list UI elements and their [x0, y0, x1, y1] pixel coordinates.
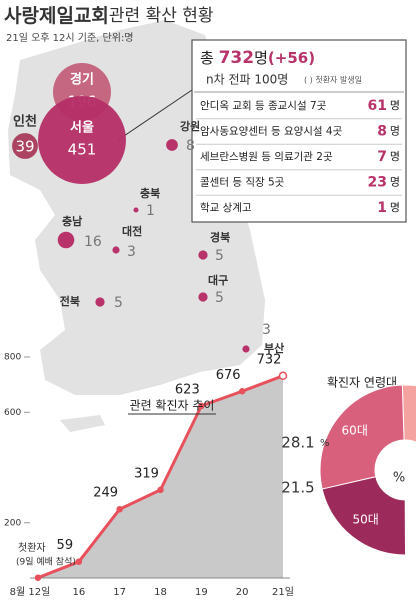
segment-unit: %	[320, 438, 330, 449]
point	[278, 371, 288, 381]
region-name: 강원	[180, 119, 200, 133]
point	[238, 388, 246, 395]
row-unit: 명	[390, 150, 400, 163]
row-label: 학교 상계고	[200, 202, 252, 214]
map-jeju	[60, 415, 105, 432]
segment-value: 28.1	[281, 434, 314, 452]
point	[157, 486, 164, 494]
region-name: 대전	[122, 224, 142, 238]
value-label: 59	[57, 538, 74, 553]
region-name: 경북	[210, 230, 230, 244]
transmission: n차 전파 100명	[206, 73, 288, 87]
region-value: 5	[215, 290, 224, 306]
x-tick-label: 21일	[272, 586, 294, 598]
title: 사랑제일교회관련 확산 현황	[4, 5, 214, 27]
note: ( ) 첫환자 발생일	[304, 75, 362, 85]
summary-box	[191, 39, 407, 223]
y-tick-label: 200	[4, 518, 21, 528]
region-value: 5	[114, 295, 123, 311]
annotation: (9일 예배 참석)	[16, 557, 76, 568]
region-value: 16	[84, 234, 102, 250]
x-tick-label: 20	[236, 587, 249, 598]
annotation: 첫환자	[18, 542, 46, 554]
region-name: 서울	[70, 120, 94, 136]
summary-total: 총 732명(+56)	[200, 48, 315, 68]
value-label: 623	[175, 382, 200, 397]
area	[38, 375, 283, 578]
region-value: 8	[186, 138, 195, 154]
row-label: 콜센터 등 직장 5곳	[200, 177, 285, 189]
row-unit: 명	[390, 125, 400, 138]
region-bubble	[198, 292, 208, 302]
row-unit: 명	[390, 99, 400, 112]
leader-line	[117, 89, 193, 141]
segment-label: 60대	[342, 424, 368, 438]
region-name: 전북	[60, 294, 80, 308]
row-unit: 명	[390, 176, 400, 189]
region-value: 1	[146, 203, 155, 219]
point	[75, 558, 83, 565]
row-unit: 명	[390, 201, 400, 214]
region-bubble	[198, 250, 208, 260]
row-label: 암사동요양센터 등 요양시설 4곳	[200, 126, 343, 138]
center-unit: %	[393, 471, 405, 486]
y-tick-label: 800	[4, 353, 21, 363]
region-value: 5	[215, 248, 224, 264]
point	[34, 574, 42, 581]
y-tick-label: 600	[4, 408, 21, 418]
segment-label: 50대	[352, 512, 378, 526]
subtitle: 21일 오후 12시 기준, 단위:명	[6, 31, 134, 44]
region-value: 39	[15, 138, 34, 156]
region-value: 3	[127, 244, 136, 260]
region-name: 인천	[13, 114, 37, 130]
region-bubble	[166, 139, 178, 151]
region-value: 451	[68, 141, 97, 159]
region-bubble	[133, 207, 139, 213]
region-name: 충북	[140, 186, 160, 200]
region-name: 경기	[70, 72, 94, 88]
value-label: 732	[257, 352, 282, 367]
region-bubble	[95, 297, 105, 307]
x-tick-label: 17	[113, 587, 126, 598]
row-label: 안디옥 교회 등 종교시설 7곳	[200, 100, 327, 112]
region-bubble	[112, 246, 120, 254]
row-value: 61	[368, 98, 387, 114]
row-value: 1	[377, 200, 387, 216]
x-tick-label: 8월 12일	[10, 586, 51, 598]
row-value: 23	[368, 175, 387, 191]
row-value: 8	[377, 124, 387, 140]
region-name: 충남	[62, 214, 82, 228]
value-label: 676	[216, 368, 241, 383]
chart-title: 관련 확진자 추이	[130, 399, 215, 413]
region-bubble	[57, 231, 75, 249]
region-name: 대구	[208, 273, 228, 287]
region-bubble	[242, 345, 250, 353]
region-bubble	[38, 96, 126, 184]
x-tick-label: 16	[72, 587, 85, 598]
region-value: 3	[262, 322, 271, 338]
region-bubble	[12, 133, 38, 159]
row-label: 세브란스병원 등 의료기관 2곳	[200, 151, 333, 163]
segment-value: 21.5	[281, 479, 314, 497]
pie-segment	[321, 476, 407, 556]
pie-segment	[319, 384, 405, 490]
value-label: 319	[134, 466, 159, 481]
point	[198, 402, 205, 410]
row-value: 7	[377, 149, 387, 165]
x-tick-label: 18	[154, 587, 167, 598]
point	[116, 505, 123, 513]
region-name: 부산	[264, 341, 284, 355]
value-label: 249	[93, 486, 118, 501]
pie-title: 확진자 연령대	[327, 376, 397, 390]
x-tick-label: 19	[195, 587, 208, 598]
